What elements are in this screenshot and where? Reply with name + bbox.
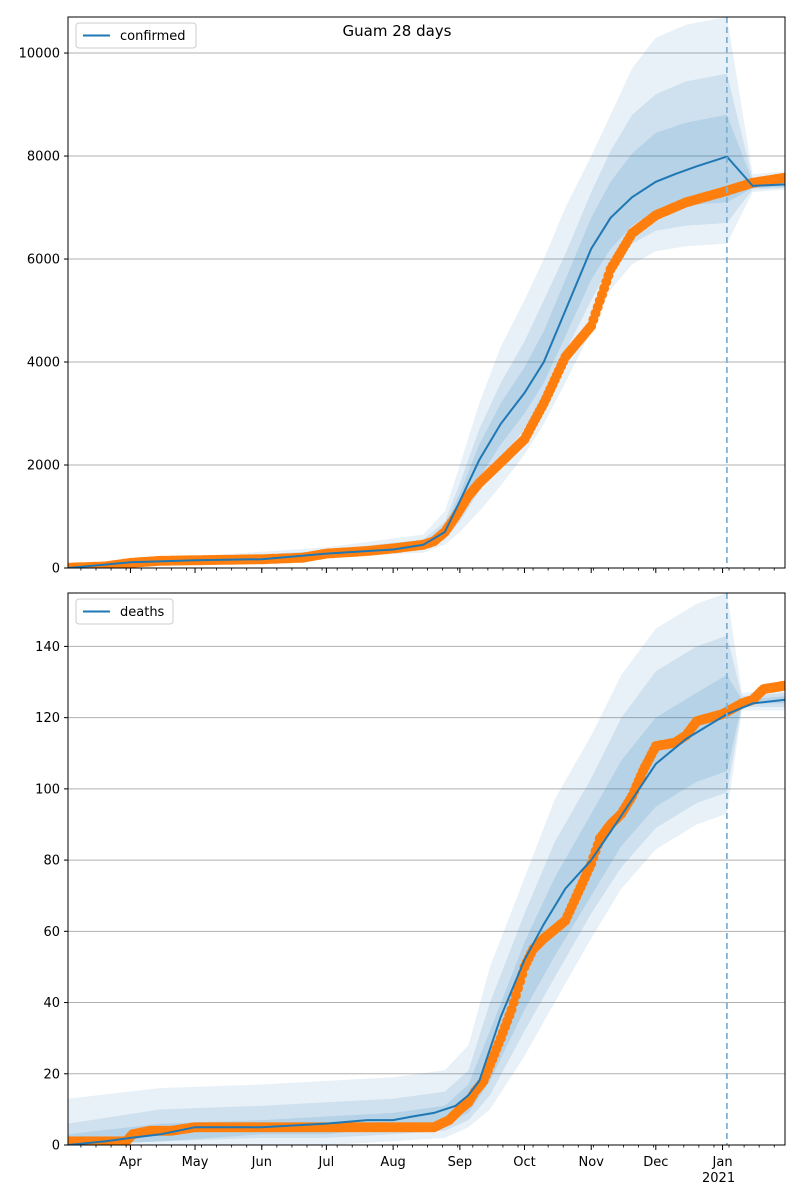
- legend-box: [75, 22, 197, 49]
- y-tick-label: 6000: [27, 253, 60, 268]
- uncertainty-band-middle: [68, 73, 785, 568]
- y-tick-label: 40: [43, 996, 60, 1011]
- y-tick-label: 4000: [27, 356, 60, 371]
- plot-area: [68, 593, 785, 1145]
- deaths-panel: 0 20 40 60 80 100 120 140 Apr May Jun Jul Aug Sep Oct N…: [35, 592, 786, 1186]
- y-tick-label: 140: [35, 640, 60, 655]
- model-line-deaths: [68, 698, 785, 1145]
- legend: deaths: [75, 598, 174, 625]
- x-tick-label: Apr: [119, 1155, 142, 1170]
- x-tick-label: Oct: [513, 1155, 535, 1170]
- observed-point: [780, 172, 785, 183]
- x-tick-label: Dec: [643, 1155, 668, 1170]
- y-tick-label: 20: [43, 1067, 60, 1082]
- observed-point: [780, 680, 785, 691]
- plot-area: [68, 17, 785, 568]
- y-tick-label: 80: [43, 854, 60, 869]
- legend: confirmed: [75, 22, 197, 49]
- x-tick-label: Jun: [251, 1155, 272, 1170]
- model-line-confirmed: [68, 155, 785, 568]
- y-tick-label: 60: [43, 925, 60, 940]
- y-tick-label: 120: [35, 711, 60, 726]
- uncertainty-band-middle: [68, 635, 785, 1145]
- legend-label: deaths: [120, 605, 165, 620]
- axes-frame: [67, 16, 786, 569]
- y-tick-label: 2000: [27, 459, 60, 474]
- y-tick-label: 8000: [27, 150, 60, 165]
- axes-frame: [67, 592, 786, 1146]
- x-tick-label: Jul: [318, 1155, 335, 1170]
- y-tick-label: 100: [35, 782, 60, 797]
- legend-label: confirmed: [120, 29, 186, 44]
- x-tick-label: May: [182, 1155, 209, 1170]
- y-tick-label: 0: [52, 1139, 60, 1154]
- x-tick-label: Jan: [712, 1155, 733, 1170]
- legend-box: [75, 598, 174, 625]
- x-tick-label: Sep: [448, 1155, 473, 1170]
- x-tick-label: Aug: [380, 1155, 405, 1170]
- uncertainty-band-inner: [68, 674, 785, 1145]
- uncertainty-band-outer: [68, 593, 785, 1145]
- y-tick-label: 10000: [19, 47, 60, 62]
- x-tick-label: Nov: [579, 1155, 605, 1170]
- uncertainty-band-outer: [68, 17, 785, 568]
- figure-title: Guam 28 days: [343, 22, 452, 40]
- uncertainty-band-inner: [68, 114, 785, 568]
- x-tick-year-label: 2021: [702, 1171, 735, 1186]
- confirmed-panel: 0 2000 4000 6000 8000 10000 confirmed: [19, 16, 786, 577]
- y-tick-label: 0: [52, 562, 60, 577]
